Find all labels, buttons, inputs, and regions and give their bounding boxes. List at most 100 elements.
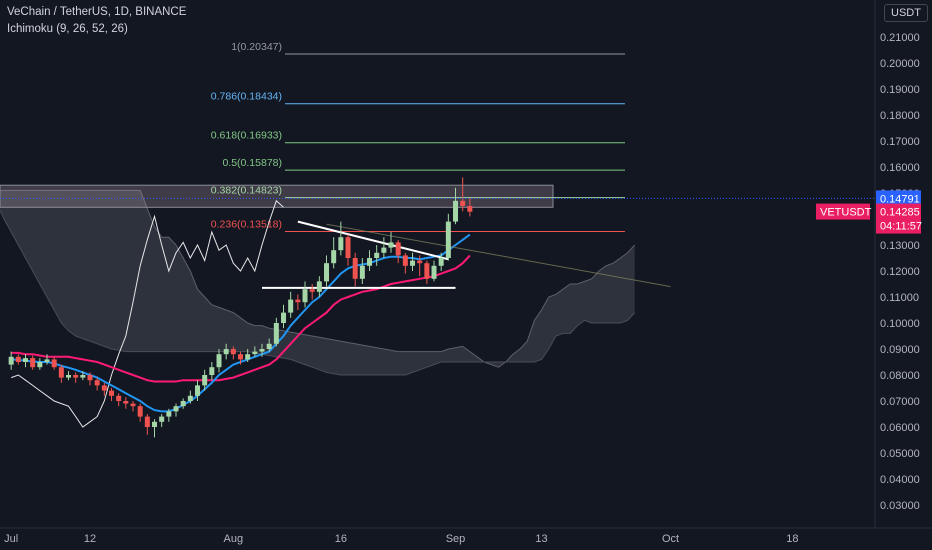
candle-body bbox=[467, 206, 473, 212]
candle-body bbox=[288, 299, 294, 313]
candle-body bbox=[109, 390, 115, 396]
candle-body bbox=[8, 356, 14, 365]
candle-body bbox=[180, 401, 186, 407]
time-tick-label: Sep bbox=[446, 533, 466, 545]
candle-body bbox=[101, 385, 107, 391]
candle-body bbox=[302, 289, 308, 303]
currency-selector-button[interactable]: USDT bbox=[884, 4, 928, 22]
candle-body bbox=[116, 395, 122, 401]
candle-body bbox=[281, 312, 287, 323]
candle-body bbox=[316, 281, 322, 292]
candle-body bbox=[37, 362, 43, 368]
fib-level-label: 0.382(0.14823) bbox=[211, 185, 282, 197]
candle-body bbox=[345, 237, 351, 258]
candle-body bbox=[144, 416, 150, 427]
candle-body bbox=[195, 385, 201, 396]
trendlines[interactable] bbox=[262, 220, 671, 289]
fib-level-label: 0.786(0.18434) bbox=[211, 91, 282, 103]
candlestick-series bbox=[8, 177, 473, 438]
candle-body bbox=[87, 375, 93, 381]
candle-body bbox=[80, 375, 86, 378]
candle-body bbox=[395, 242, 401, 256]
resistance-zone bbox=[0, 184, 554, 208]
candle-body bbox=[238, 354, 244, 360]
candle-body bbox=[30, 358, 36, 368]
candle-body bbox=[266, 343, 272, 349]
triangle-upper-line bbox=[297, 220, 449, 261]
candle-body bbox=[44, 359, 50, 362]
time-tick-label: Oct bbox=[662, 533, 679, 545]
candle-body bbox=[173, 406, 179, 412]
kijun-sen-line bbox=[11, 254, 471, 383]
time-axis[interactable]: Jul 12 Aug 16 Sep 13 Oct 18 bbox=[0, 527, 932, 545]
candle-body bbox=[209, 367, 215, 375]
candle-body bbox=[431, 265, 437, 279]
candle-body bbox=[152, 421, 158, 427]
last-price-tag bbox=[876, 190, 921, 207]
time-tick-label: Aug bbox=[224, 533, 244, 545]
symbol-tag bbox=[816, 203, 870, 220]
candle-body bbox=[187, 395, 193, 401]
last-price-value: 0.14791 bbox=[880, 193, 920, 205]
price-tick-label: 0.03000 bbox=[880, 500, 920, 512]
candle-body bbox=[424, 263, 430, 279]
cloud-fill bbox=[0, 190, 635, 375]
price-tick-label: 0.18000 bbox=[880, 110, 920, 122]
symbol-tag-label: VETUSDT bbox=[820, 207, 872, 219]
candle-body bbox=[338, 237, 344, 251]
candle-body bbox=[273, 323, 279, 344]
price-tick-label: 0.17000 bbox=[880, 136, 920, 148]
candle-body bbox=[453, 200, 459, 222]
candle-body bbox=[374, 252, 380, 258]
candle-body bbox=[367, 258, 373, 266]
candle-body bbox=[252, 351, 258, 355]
senkou-span-b bbox=[0, 209, 636, 376]
candle-body bbox=[137, 406, 143, 417]
price-axis[interactable]: 0.21000 0.20000 0.19000 0.18000 0.17000 0.160… bbox=[874, 0, 920, 528]
candle-body bbox=[245, 354, 251, 360]
candle-body bbox=[123, 401, 129, 404]
fib-level-label: 0.5(0.15878) bbox=[222, 157, 282, 169]
candle-body bbox=[23, 358, 29, 362]
candle-body bbox=[438, 258, 444, 266]
fib-level-label: 0.236(0.13518) bbox=[211, 219, 282, 231]
time-tick-label: 18 bbox=[786, 533, 798, 545]
candle-body bbox=[309, 289, 315, 292]
candle-body bbox=[130, 403, 136, 407]
price-tick-label: 0.10000 bbox=[880, 318, 920, 330]
price-tick-label: 0.19000 bbox=[880, 84, 920, 96]
current-price-value: 0.14285 bbox=[880, 207, 920, 219]
candle-body bbox=[445, 221, 451, 258]
candle-body bbox=[216, 354, 222, 368]
candle-body bbox=[15, 356, 21, 362]
diagonal-trendline bbox=[326, 223, 671, 288]
candle-body bbox=[331, 250, 337, 264]
candle-body bbox=[324, 263, 330, 282]
candle-body bbox=[202, 375, 208, 386]
candle-body bbox=[259, 349, 265, 352]
price-tick-label: 0.12000 bbox=[880, 266, 920, 278]
price-tick-label: 0.08000 bbox=[880, 370, 920, 382]
fibonacci-retracement[interactable]: 1(0.20347) 0.786(0.18434) 0.618(0.16933) 0.… bbox=[211, 41, 625, 233]
price-tick-label: 0.07000 bbox=[880, 396, 920, 408]
price-tags: 0.14791 VETUSDT 0.14285 04:11:57 bbox=[0, 190, 922, 234]
chart-title: VeChain / TetherUS, 1D, BINANCE bbox=[7, 6, 187, 18]
candle-body bbox=[381, 247, 387, 253]
time-tick-label: 13 bbox=[535, 533, 547, 545]
candle-body bbox=[223, 349, 229, 355]
candle-body bbox=[352, 258, 358, 279]
candle-body bbox=[230, 349, 236, 355]
price-tick-label: 0.06000 bbox=[880, 422, 920, 434]
senkou-span-a bbox=[0, 189, 636, 368]
candle-body bbox=[388, 242, 394, 248]
indicator-legend[interactable]: Ichimoku (9, 26, 52, 26) bbox=[7, 23, 128, 35]
candle-body bbox=[417, 260, 423, 264]
price-tick-label: 0.11000 bbox=[880, 292, 919, 304]
time-tick-label: 12 bbox=[84, 533, 96, 545]
candle-body bbox=[66, 375, 72, 378]
price-tick-label: 0.04000 bbox=[880, 474, 920, 486]
price-tick-label: 0.20000 bbox=[880, 58, 920, 70]
resistance-zone-rect bbox=[0, 184, 554, 208]
